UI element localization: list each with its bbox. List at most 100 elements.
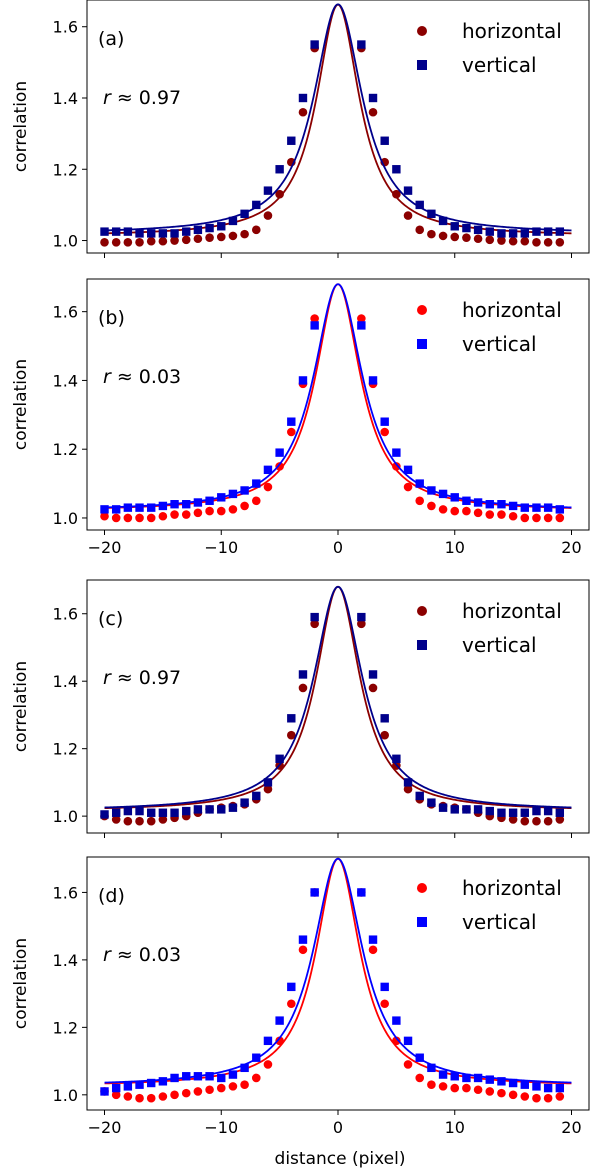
data-point-horizontal [485, 510, 495, 519]
data-point-vertical [497, 808, 506, 817]
data-point-vertical [520, 229, 529, 238]
data-point-horizontal [263, 482, 273, 492]
data-point-vertical [228, 489, 238, 499]
data-point-vertical [193, 498, 203, 507]
data-point-vertical [520, 503, 529, 512]
data-point-horizontal [100, 511, 109, 521]
panel-label: (c) [98, 608, 123, 630]
panel-label: (d) [98, 885, 125, 907]
data-point-vertical [170, 808, 179, 817]
x-axis-label: distance (pixel) [275, 1149, 406, 1169]
data-point-horizontal [111, 513, 121, 523]
data-point-vertical [357, 888, 366, 897]
data-point-vertical [450, 805, 459, 814]
data-point-vertical [170, 500, 179, 509]
r-symbol: r [103, 366, 112, 388]
data-point-vertical [473, 805, 483, 814]
data-point-horizontal [158, 511, 168, 521]
data-point-vertical [310, 888, 319, 897]
data-point-horizontal [158, 1092, 168, 1101]
data-point-vertical [135, 806, 144, 816]
data-point-vertical [275, 448, 284, 457]
data-point-vertical [473, 1073, 483, 1083]
data-point-horizontal [146, 236, 156, 246]
data-point-vertical [380, 417, 389, 426]
data-point-horizontal [310, 619, 319, 629]
data-point-vertical [217, 222, 226, 231]
data-point-horizontal [216, 506, 226, 516]
y-tick-label: 1.4 [53, 951, 78, 970]
data-point-vertical [415, 200, 424, 210]
legend-label-horizontal: horizontal [462, 298, 562, 322]
data-point-vertical [438, 216, 448, 226]
data-point-vertical [462, 1073, 471, 1083]
data-point-vertical [555, 1083, 565, 1093]
data-point-horizontal [380, 427, 389, 437]
data-point-vertical [228, 216, 238, 226]
data-point-horizontal [240, 1080, 249, 1089]
data-point-vertical [252, 1053, 261, 1062]
data-point-vertical [252, 479, 261, 488]
data-point-horizontal [158, 236, 168, 246]
data-point-vertical [240, 486, 249, 495]
data-point-horizontal [123, 816, 133, 826]
data-point-vertical [543, 1083, 553, 1093]
data-point-vertical [193, 805, 203, 814]
data-point-vertical [438, 803, 448, 812]
data-point-horizontal [240, 501, 249, 511]
data-point-horizontal [357, 619, 366, 629]
data-point-horizontal [205, 506, 214, 516]
data-point-vertical [263, 465, 273, 475]
data-point-vertical [427, 1063, 436, 1073]
data-point-horizontal [403, 211, 413, 220]
y-tick-label: 1.0 [53, 1086, 78, 1105]
data-point-horizontal [520, 1092, 530, 1101]
data-point-horizontal [181, 1088, 191, 1098]
data-point-horizontal [368, 683, 378, 693]
data-point-horizontal [193, 234, 203, 244]
x-tick-label: −20 [88, 538, 122, 557]
data-point-vertical [462, 223, 471, 233]
data-point-vertical [228, 1070, 238, 1079]
data-point-vertical [368, 935, 378, 944]
data-point-horizontal [473, 508, 483, 518]
data-point-vertical [427, 209, 436, 219]
data-point-horizontal [392, 1036, 401, 1046]
data-point-vertical [205, 496, 214, 505]
legend-marker-vertical [417, 640, 427, 650]
panel-label: (a) [98, 28, 124, 50]
data-point-vertical [357, 612, 366, 622]
data-point-vertical [473, 498, 483, 507]
data-point-vertical [532, 503, 541, 512]
panels: 1.0 1.2 1.4 1.6 correlation (a) r ≈ 0.97 horizo… [11, 0, 590, 1137]
data-point-horizontal [403, 784, 413, 794]
data-point-vertical [182, 1072, 191, 1081]
data-point-vertical [403, 778, 413, 787]
data-point-horizontal [111, 1090, 121, 1100]
data-point-horizontal [228, 231, 238, 241]
data-point-vertical [100, 505, 109, 514]
data-point-vertical [520, 1080, 529, 1089]
data-point-vertical [427, 798, 436, 807]
r-value: ≈ 0.97 [111, 87, 181, 109]
data-point-vertical [263, 778, 273, 787]
data-point-vertical [135, 503, 144, 512]
data-point-horizontal [298, 945, 308, 955]
data-point-horizontal [158, 815, 168, 824]
data-point-vertical [392, 754, 401, 763]
data-point-vertical [485, 227, 494, 236]
data-point-vertical [252, 200, 261, 210]
data-point-horizontal [123, 1092, 133, 1101]
data-point-vertical [298, 376, 308, 385]
data-point-vertical [357, 40, 366, 49]
data-point-vertical [275, 1016, 284, 1025]
data-point-horizontal [205, 233, 214, 242]
data-point-horizontal [111, 815, 121, 824]
data-point-horizontal [228, 1082, 238, 1091]
data-point-horizontal [146, 816, 156, 826]
legend-marker-vertical [417, 917, 427, 927]
data-point-vertical [485, 1075, 494, 1084]
y-tick-label: 1.2 [53, 440, 78, 459]
data-point-vertical [508, 1078, 518, 1088]
